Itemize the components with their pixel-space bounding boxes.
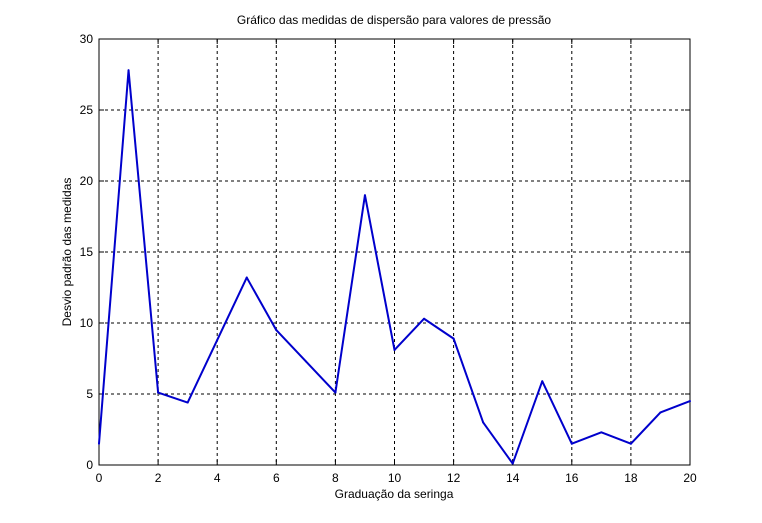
data-point (689, 400, 691, 403)
y-tick-label: 30 (80, 32, 94, 46)
data-point (363, 194, 366, 197)
series-layer (98, 69, 691, 465)
data-point (334, 391, 337, 394)
y-tick-label: 5 (86, 387, 93, 401)
y-tick-label: 0 (86, 458, 93, 472)
x-tick-label: 20 (683, 471, 697, 485)
x-tick-label: 18 (624, 471, 638, 485)
data-point (482, 421, 485, 424)
x-tick-label: 8 (332, 471, 339, 485)
data-point (600, 431, 603, 434)
chart-title: Gráfico das medidas de dispersão para va… (237, 13, 552, 27)
axis-ticks: 0 2 4 6 8 10 12 14 16 18 20 0 5 10 15 20 25 30 (80, 32, 697, 485)
x-tick-label: 6 (273, 471, 280, 485)
y-tick-label: 20 (80, 174, 94, 188)
data-point (275, 329, 278, 332)
data-point (304, 360, 307, 363)
data-point (393, 348, 396, 351)
data-point (98, 442, 100, 445)
data-point (423, 317, 426, 320)
x-tick-label: 12 (447, 471, 461, 485)
data-point (629, 442, 632, 445)
x-tick-label: 4 (214, 471, 221, 485)
data-point (570, 442, 573, 445)
y-tick-label: 10 (80, 316, 94, 330)
x-tick-label: 2 (155, 471, 162, 485)
data-point (127, 69, 130, 72)
x-axis-label: Graduação da seringa (335, 487, 454, 501)
data-point (511, 462, 514, 465)
plot-frame (98, 38, 691, 466)
y-axis-label: Desvio padrão das medidas (60, 178, 74, 327)
data-point (216, 339, 219, 342)
grid (99, 39, 690, 465)
data-point (157, 391, 160, 394)
data-point (452, 337, 455, 340)
y-tick-label: 15 (80, 245, 94, 259)
data-point (541, 380, 544, 383)
x-tick-label: 0 (96, 471, 103, 485)
x-tick-label: 10 (388, 471, 402, 485)
y-tick-label: 25 (80, 103, 94, 117)
data-point (659, 411, 662, 414)
data-point (245, 276, 248, 279)
data-point (186, 401, 189, 404)
x-tick-label: 16 (565, 471, 579, 485)
x-tick-label: 14 (506, 471, 520, 485)
